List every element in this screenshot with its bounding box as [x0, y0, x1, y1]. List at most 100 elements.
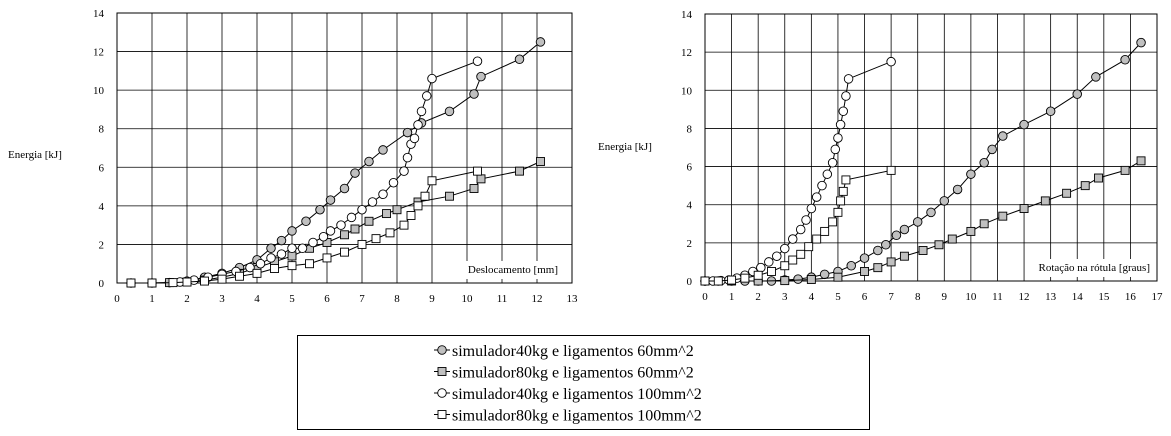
data-point: [713, 276, 723, 286]
data-point: [780, 261, 790, 271]
data-point: [846, 260, 856, 271]
data-point: [305, 259, 314, 269]
data-point: [297, 243, 308, 254]
x-tick-label: 8: [394, 293, 400, 305]
series-line: [179, 60, 478, 283]
data-point: [427, 73, 437, 84]
x-tick-label: 11: [497, 293, 508, 305]
x-axis-label-background: [463, 261, 562, 279]
data-point: [998, 211, 1008, 221]
data-point: [266, 253, 276, 263]
data-point: [843, 74, 854, 84]
data-point: [350, 168, 360, 178]
data-point: [700, 276, 710, 286]
data-point: [378, 189, 388, 200]
series-line: [131, 170, 478, 284]
data-point: [357, 239, 367, 249]
data-point: [1120, 165, 1130, 175]
x-tick-label: 4: [809, 291, 815, 303]
data-point: [827, 158, 838, 168]
data-point: [806, 203, 817, 214]
legend-item: simulador40kg e ligamentos 100mm^2: [434, 386, 702, 403]
x-tick-label: 9: [429, 293, 435, 305]
data-point: [1091, 72, 1101, 82]
data-point: [886, 56, 896, 67]
x-tick-label: 10: [965, 291, 977, 303]
data-point: [788, 255, 798, 265]
plot-frame: [704, 13, 1158, 282]
data-point: [325, 226, 336, 236]
data-point: [514, 54, 525, 65]
x-axis-label-background: [1034, 259, 1154, 277]
data-point: [402, 127, 413, 138]
data-point: [860, 267, 869, 276]
data-point: [147, 278, 157, 288]
data-point: [245, 262, 255, 273]
data-point: [200, 276, 209, 286]
data-point: [939, 196, 950, 206]
data-point: [427, 176, 437, 186]
y-tick-label: 12: [681, 47, 692, 59]
x-tick-label: 5: [835, 291, 841, 303]
data-point: [402, 152, 413, 163]
data-point: [340, 230, 349, 240]
data-point: [804, 242, 814, 252]
data-point: [833, 272, 843, 282]
y-tick-label: 6: [99, 162, 105, 174]
data-point: [841, 91, 851, 101]
legend: simulador40kg e ligamentos 60mm^2 simulad…: [297, 335, 870, 430]
y-tick-label: 10: [681, 85, 693, 97]
data-point: [1136, 37, 1146, 48]
data-point: [780, 276, 790, 286]
data-point: [536, 157, 545, 166]
x-tick-label: 15: [1098, 291, 1110, 303]
data-point: [998, 131, 1008, 141]
data-point: [979, 158, 989, 168]
data-point: [1062, 188, 1072, 198]
data-point: [918, 246, 928, 255]
grid: [116, 12, 573, 284]
data-point: [753, 270, 763, 280]
data-point: [838, 106, 849, 117]
data-point: [796, 249, 806, 259]
x-tick-label: 3: [782, 291, 788, 303]
data-point: [1045, 106, 1056, 117]
data-point: [812, 234, 822, 244]
x-tick-label: 4: [254, 293, 260, 305]
x-tick-label: 1: [149, 293, 155, 305]
data-point: [833, 133, 843, 143]
data-point: [399, 166, 409, 176]
x-tick-label: 6: [862, 291, 868, 303]
data-point: [926, 207, 936, 218]
x-tick-label: 14: [1072, 291, 1084, 303]
y-tick-label: 4: [99, 201, 105, 213]
data-point: [276, 235, 287, 246]
y-tick-label: 2: [99, 239, 105, 251]
y-axis-label: Energia [kJ]: [598, 141, 652, 153]
data-point: [287, 243, 297, 254]
x-tick-label: 12: [1019, 291, 1030, 303]
x-axis-label-box: Rotação na rótula [graus]: [1034, 259, 1154, 277]
data-point: [787, 234, 798, 244]
x-tick-label: 8: [915, 291, 921, 303]
data-point: [873, 263, 883, 273]
data-point: [339, 183, 350, 194]
data-point: [886, 165, 896, 175]
data-point: [392, 205, 402, 215]
data-point: [1019, 204, 1029, 213]
y-tick-label: 12: [93, 47, 104, 59]
data-point: [371, 234, 381, 244]
data-point: [420, 191, 430, 201]
data-point: [764, 257, 774, 267]
data-point: [469, 184, 479, 193]
data-point: [382, 209, 391, 219]
data-point: [881, 240, 891, 250]
data-point: [891, 230, 902, 240]
data-point: [819, 269, 830, 280]
legend-item: simulador80kg e ligamentos 60mm^2: [434, 365, 694, 382]
legend-marker: [437, 345, 447, 355]
x-tick-label: 13: [567, 293, 579, 305]
data-point: [947, 234, 957, 244]
data-point: [793, 274, 803, 284]
